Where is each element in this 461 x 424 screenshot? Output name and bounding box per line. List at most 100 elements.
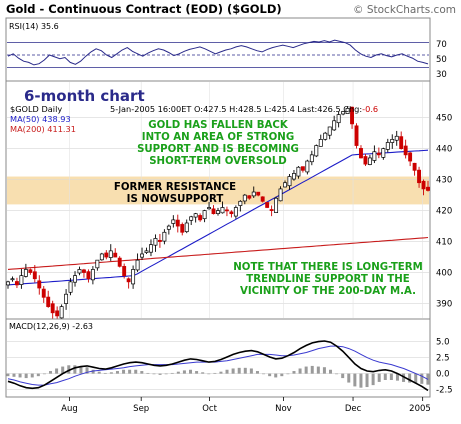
- price-bar-body: [265, 202, 270, 208]
- macd-histogram-bar: [30, 373, 34, 378]
- macd-histogram-bar: [176, 371, 180, 374]
- copyright-label: © StockCharts.com: [353, 4, 456, 16]
- rsi-tick-50: 50: [436, 55, 447, 65]
- price-bar-body: [242, 194, 247, 202]
- price-bar-body: [14, 281, 19, 286]
- macd-signal-line: [7, 345, 429, 386]
- price-bar-body: [37, 280, 42, 289]
- price-tick-label: 440: [436, 145, 452, 155]
- price-bar-body: [332, 120, 337, 131]
- six-month-label: 6-month chart: [24, 87, 145, 105]
- price-bar-body: [46, 296, 51, 307]
- ma50-label: MA(50) 438.93: [10, 114, 71, 124]
- macd-histogram-bar: [304, 366, 308, 374]
- price-tick-label: 450: [436, 114, 452, 124]
- price-bar-body: [28, 269, 33, 273]
- macd-histogram-bar: [292, 371, 296, 374]
- price-bar-body: [32, 271, 37, 280]
- price-axis: 450 440 430 420 410 400 390: [436, 114, 452, 310]
- price-bar-body: [162, 231, 167, 242]
- ma50-line: [7, 149, 429, 286]
- price-bar-body: [220, 207, 225, 214]
- price-bar-body: [216, 210, 220, 214]
- price-bar-body: [408, 152, 413, 162]
- macd-label: MACD(12,26,9) -2.63: [9, 322, 93, 331]
- price-bar-body: [394, 135, 399, 141]
- price-bar-body: [82, 269, 86, 273]
- price-bar-body: [300, 166, 305, 171]
- price-bar-body: [314, 145, 319, 157]
- price-plot: [6, 106, 430, 322]
- price-bar-body: [323, 132, 328, 140]
- price-bar-body: [251, 191, 256, 197]
- macd-histogram-bar: [274, 373, 278, 378]
- macd-histogram-bar: [115, 371, 119, 374]
- price-tick-label: 390: [436, 300, 452, 310]
- macd-histogram-bar: [61, 366, 65, 374]
- macd-axis: 5.0 2.5 0.0 -2.5: [436, 338, 453, 396]
- macd-tick-label: 2.5: [436, 354, 450, 364]
- price-bar-body: [327, 126, 332, 136]
- macd-histogram-bar: [389, 373, 393, 380]
- macd-histogram-bar: [414, 373, 418, 384]
- macd-histogram-bar: [420, 373, 424, 384]
- price-bar-body: [426, 186, 430, 191]
- price-tick-label: 430: [436, 176, 452, 186]
- price-tick-label: 400: [436, 269, 452, 279]
- price-bar-body: [184, 222, 189, 233]
- macd-histogram-bar: [225, 369, 229, 374]
- macd-histogram-bar: [377, 373, 381, 382]
- price-bar-body: [99, 253, 104, 261]
- macd-tick-label: 0.0: [436, 370, 450, 380]
- price-bar-body: [104, 252, 109, 258]
- macd-histogram-bar: [42, 373, 46, 375]
- price-bar-body: [417, 169, 422, 184]
- annotation-mid-line: FORMER RESISTANCE: [114, 182, 236, 193]
- price-bar-body: [68, 281, 73, 293]
- annotation-bottom-line: TRENDLINE SUPPORT IN THE: [246, 274, 409, 285]
- price-bar-body: [166, 225, 171, 230]
- price-bar-body: [238, 200, 243, 206]
- ma200-line: [7, 236, 429, 270]
- macd-histogram-bar: [91, 369, 95, 374]
- price-bar-body: [372, 151, 377, 161]
- price-bar-body: [367, 157, 372, 165]
- macd-histogram-bar: [329, 369, 333, 374]
- price-bar-body: [144, 250, 149, 253]
- price-bar-body: [283, 182, 287, 188]
- price-bar-body: [86, 271, 91, 280]
- price-bar-body: [269, 209, 274, 211]
- macd-histogram-bar: [341, 373, 345, 379]
- macd-histogram-bar: [255, 371, 259, 374]
- macd-histogram-bar: [152, 373, 156, 375]
- x-tick-label: Oct: [202, 404, 217, 414]
- x-tick-label: Dec: [345, 404, 362, 414]
- price-bar-body: [309, 154, 314, 163]
- price-bar-body: [287, 176, 292, 187]
- macd-tick-label: -2.5: [436, 386, 453, 396]
- price-bar-body: [108, 250, 113, 258]
- macd-histogram-bar: [353, 373, 357, 387]
- price-bar-body: [180, 224, 185, 233]
- macd-histogram-bar: [97, 371, 101, 374]
- price-bar-body: [189, 216, 194, 221]
- price-bar-body: [421, 180, 426, 190]
- macd-histogram-bar: [164, 373, 168, 375]
- macd-histogram-bar: [286, 373, 290, 375]
- price-bar-body: [350, 106, 354, 125]
- x-tick-label: Aug: [61, 404, 78, 414]
- rsi-panel: [5, 17, 431, 82]
- price-bar-body: [278, 188, 283, 202]
- symbol-label: $GOLD Daily: [10, 104, 62, 114]
- x-tick-label: Sep: [133, 404, 149, 414]
- macd-panel: [5, 318, 431, 398]
- price-bar-body: [10, 278, 15, 281]
- price-bar-body: [23, 269, 28, 277]
- rsi-tick-30: 30: [436, 70, 447, 80]
- support-zone: [7, 176, 429, 205]
- price-bar-body: [73, 275, 77, 283]
- price-bar-body: [126, 278, 131, 283]
- price-bar-body: [202, 210, 207, 220]
- annotation-top-line: SUPPORT AND IS BECOMING: [137, 144, 299, 155]
